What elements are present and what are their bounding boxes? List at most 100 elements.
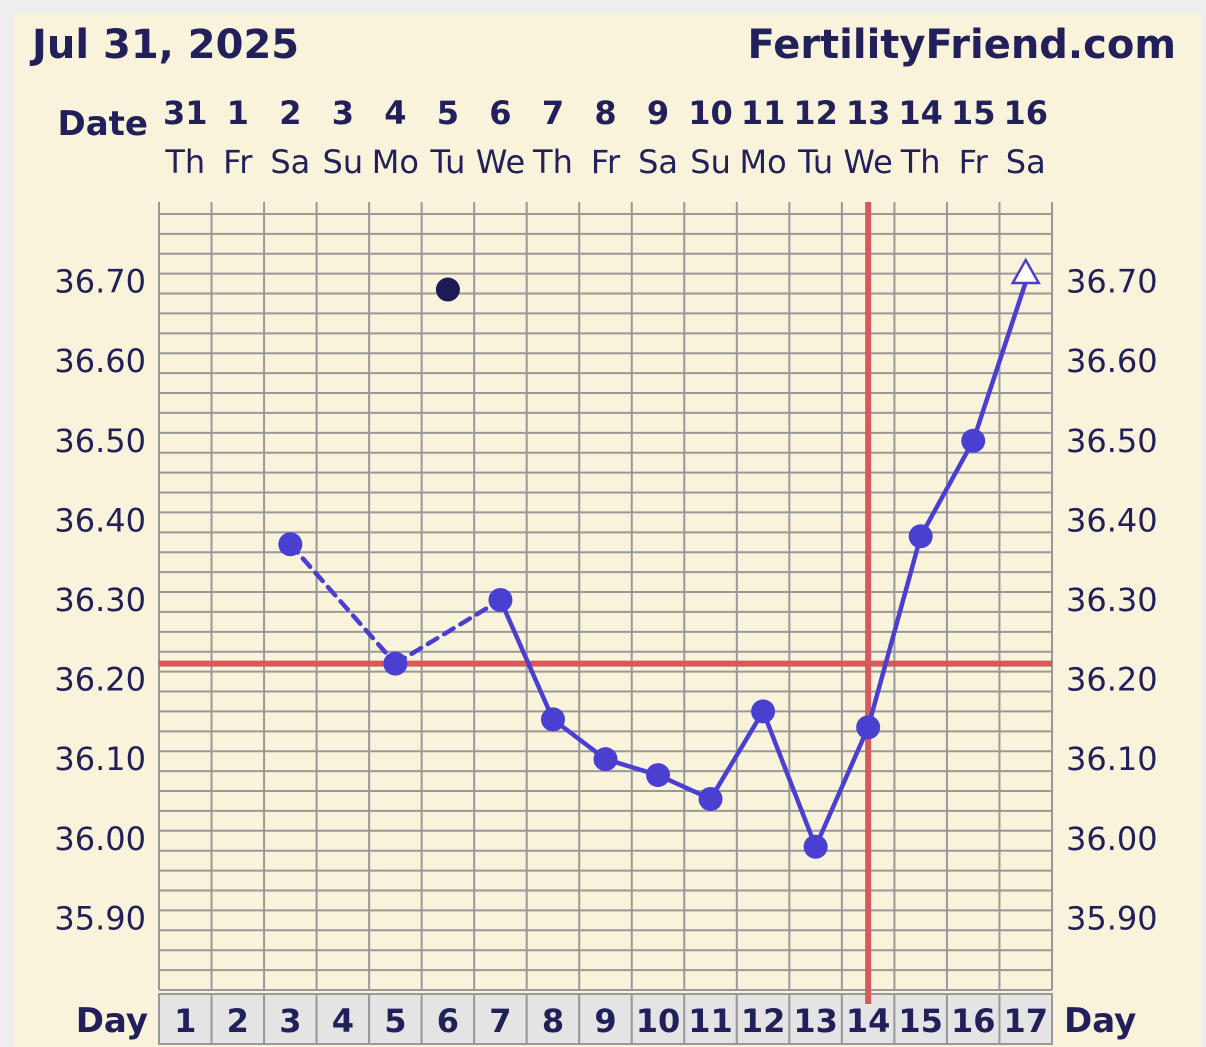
y-tick-label: 36.60	[54, 342, 146, 380]
date-number: 4	[384, 94, 406, 132]
day-number: 6	[437, 1002, 459, 1040]
day-number: 14	[846, 1002, 891, 1040]
y-tick-label: 36.30	[54, 581, 146, 619]
weekday-label: Sa	[638, 143, 678, 181]
day-number: 2	[227, 1002, 249, 1040]
y-tick-label: 36.50	[1066, 422, 1158, 460]
day-number: 7	[489, 1002, 511, 1040]
date-number: 12	[793, 94, 838, 132]
day-row-label-left: Day	[76, 1001, 148, 1041]
date-number: 6	[489, 94, 511, 132]
date-number: 1	[227, 94, 249, 132]
temperature-point	[488, 587, 513, 612]
day-number: 3	[279, 1002, 301, 1040]
weekday-label: Fr	[959, 143, 989, 181]
weekday-label: Fr	[223, 143, 253, 181]
day-row: 1 2 3 4 5 6 7 8 9 10 11 12 13 14 15 16 17	[158, 993, 1053, 1045]
series-segment-dashed	[288, 542, 398, 666]
series-segment	[708, 709, 766, 802]
weekday-label: Mo	[372, 143, 419, 181]
y-tick-label: 36.30	[1066, 581, 1158, 619]
weekday-label: Mo	[739, 143, 786, 181]
date-number: 9	[647, 94, 669, 132]
site-brand: FertilityFriend.com	[747, 22, 1176, 68]
series-segment	[918, 438, 976, 539]
day-number: 17	[1003, 1002, 1048, 1040]
weekday-label: We	[843, 143, 892, 181]
temperature-point	[961, 428, 986, 453]
temperature-point	[540, 707, 565, 732]
day-number: 13	[793, 1002, 838, 1040]
y-axis-left: 36.70 36.60 36.50 36.40 36.30 36.20 36.10 36.00…	[54, 263, 146, 938]
y-tick-label: 36.50	[54, 422, 146, 460]
y-tick-label: 36.40	[1066, 501, 1158, 539]
day-cell	[683, 993, 738, 1045]
day-cell	[945, 993, 1001, 1045]
y-tick-label: 36.70	[1066, 263, 1158, 301]
coverline-layer	[159, 202, 1052, 1004]
y-tick-label: 35.90	[54, 899, 146, 937]
temperature-point	[908, 524, 933, 549]
day-cell	[210, 993, 266, 1045]
discarded-point	[435, 277, 460, 302]
day-number: 8	[542, 1002, 564, 1040]
weekday-label: Sa	[270, 143, 310, 181]
temperature-point	[383, 651, 408, 676]
date-number: 7	[542, 94, 564, 132]
temperature-point	[278, 532, 303, 557]
series-segment	[498, 597, 556, 722]
day-cell	[893, 993, 948, 1045]
weekday-label: Th	[532, 143, 573, 181]
day-number: 11	[688, 1002, 733, 1040]
y-tick-label: 36.40	[54, 501, 146, 539]
temperature-point	[856, 715, 881, 740]
series-segment-dashed	[393, 597, 503, 666]
weekday-label: Th	[900, 143, 941, 181]
date-number: 31	[163, 94, 208, 132]
date-number: 13	[846, 94, 891, 132]
day-cell	[158, 993, 213, 1045]
weekday-label: Th	[164, 143, 205, 181]
y-tick-label: 36.20	[54, 661, 146, 699]
y-tick-label: 36.20	[1066, 661, 1158, 699]
temperature-series	[278, 257, 1041, 859]
date-number: 11	[741, 94, 786, 132]
temperature-point	[803, 834, 828, 859]
weekday-label: Su	[323, 143, 364, 181]
y-tick-label: 36.60	[1066, 342, 1158, 380]
y-tick-label: 36.10	[1066, 740, 1158, 778]
day-number: 5	[384, 1002, 406, 1040]
weekday-label: Sa	[1006, 143, 1046, 181]
weekday-label: Tu	[429, 143, 465, 181]
y-axis-right: 36.70 36.60 36.50 36.40 36.30 36.20 36.10 36.00…	[1066, 263, 1158, 938]
temperature-point	[593, 747, 618, 772]
day-cell	[368, 993, 423, 1045]
weekday-label: Tu	[797, 143, 833, 181]
weekday-label: Fr	[591, 143, 621, 181]
date-number: 14	[898, 94, 943, 132]
date-number: 3	[332, 94, 354, 132]
series-segment	[760, 709, 818, 849]
day-cell	[420, 993, 476, 1045]
date-labels: 31Th1Fr2Sa3Su4Mo5Tu6We7Th8Fr9Sa10Su11Mo1…	[163, 94, 1048, 181]
series-segment	[813, 725, 871, 849]
day-number: 10	[636, 1002, 681, 1040]
series-segment	[865, 534, 923, 730]
temperature-point	[646, 763, 671, 788]
day-row-label-right: Day	[1064, 1001, 1136, 1041]
weekday-label: Su	[690, 143, 731, 181]
date-number: 15	[951, 94, 996, 132]
day-cell	[735, 993, 791, 1045]
y-tick-label: 35.90	[1066, 899, 1158, 937]
chart-date-title: Jul 31, 2025	[29, 22, 299, 68]
day-cell	[998, 993, 1053, 1045]
date-number: 2	[279, 94, 301, 132]
date-row-label: Date	[58, 104, 148, 144]
temperature-point	[751, 699, 776, 724]
y-tick-label: 36.00	[1066, 820, 1158, 858]
day-number: 1	[174, 1002, 196, 1040]
day-number: 9	[594, 1002, 616, 1040]
date-number: 8	[594, 94, 616, 132]
day-number: 4	[332, 1002, 354, 1040]
